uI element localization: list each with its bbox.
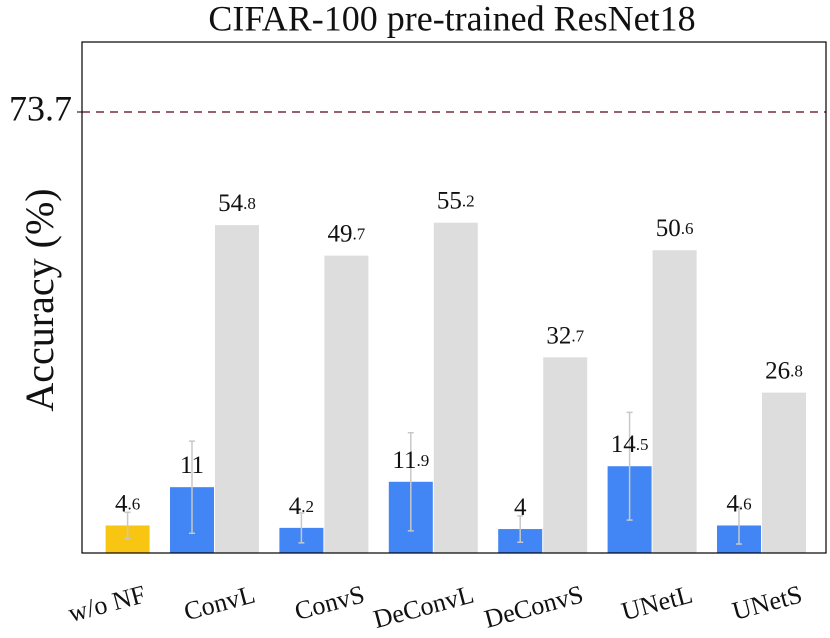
value-label-int: 11 <box>180 452 204 479</box>
value-label: 4.2 <box>289 493 314 520</box>
value-label-int: 50 <box>656 215 681 242</box>
value-label: 11 <box>180 452 204 479</box>
x-tick-label: UNetL <box>618 580 695 627</box>
value-label-dec: .6 <box>127 494 140 513</box>
value-label-int: 55 <box>437 187 462 214</box>
bar <box>324 255 369 554</box>
error-bar <box>517 515 524 543</box>
value-label-dec: .6 <box>739 494 752 513</box>
value-label-int: 11 <box>392 447 416 474</box>
x-tick-label: ConvL <box>181 580 258 627</box>
value-label-dec: .9 <box>416 451 429 470</box>
value-label-dec: .7 <box>353 225 366 244</box>
value-label-dec: .2 <box>462 192 475 211</box>
value-label-int: 14 <box>611 431 637 458</box>
value-label: 14.5 <box>611 431 649 458</box>
value-label-dec: .8 <box>243 194 256 213</box>
value-label: 4.6 <box>115 490 140 517</box>
bar <box>433 222 478 553</box>
value-label-int: 4 <box>115 490 128 517</box>
value-label: 4 <box>514 494 527 521</box>
y-axis-label: Accuracy (%) <box>17 188 62 411</box>
bar <box>543 357 588 553</box>
value-label: 4.6 <box>726 490 751 517</box>
value-label-dec: .6 <box>681 219 694 238</box>
x-tick-label: DeConvS <box>481 580 586 633</box>
x-tick-label: ConvS <box>292 580 368 626</box>
error-bar <box>298 512 305 544</box>
y-tick-label: 73.7 <box>9 88 72 128</box>
value-label-int: 32 <box>546 322 571 349</box>
value-label-dec: .8 <box>790 362 803 381</box>
value-label: 50.6 <box>656 215 694 242</box>
value-label: 11.9 <box>392 447 429 474</box>
value-label-dec: .2 <box>301 497 314 516</box>
value-label: 55.2 <box>437 187 475 214</box>
value-label-dec: .5 <box>636 435 649 454</box>
x-tick-label: w/o NF <box>65 580 149 628</box>
error-bar <box>626 411 633 521</box>
value-label-int: 4 <box>289 493 302 520</box>
value-label: 26.8 <box>765 357 803 384</box>
value-label-int: 26 <box>765 357 790 384</box>
bar <box>215 225 259 553</box>
value-label-int: 54 <box>218 190 244 217</box>
value-label-int: 4 <box>514 494 527 521</box>
error-bar <box>736 506 742 545</box>
bar <box>762 392 806 553</box>
value-label-int: 49 <box>328 220 353 247</box>
value-label: 32.7 <box>546 322 584 349</box>
value-label: 49.7 <box>328 220 366 247</box>
chart-title: CIFAR-100 pre-trained ResNet18 <box>208 0 695 38</box>
x-tick-label: DeConvL <box>370 580 477 633</box>
value-label-int: 4 <box>726 490 739 517</box>
plot-frame <box>81 41 827 554</box>
error-bar <box>124 511 131 540</box>
x-tick-label: UNetS <box>729 580 805 626</box>
value-label: 54.8 <box>218 190 256 217</box>
bar <box>652 250 697 554</box>
error-bar <box>189 440 195 535</box>
error-bar <box>407 431 414 532</box>
value-label-dec: .7 <box>571 326 584 345</box>
